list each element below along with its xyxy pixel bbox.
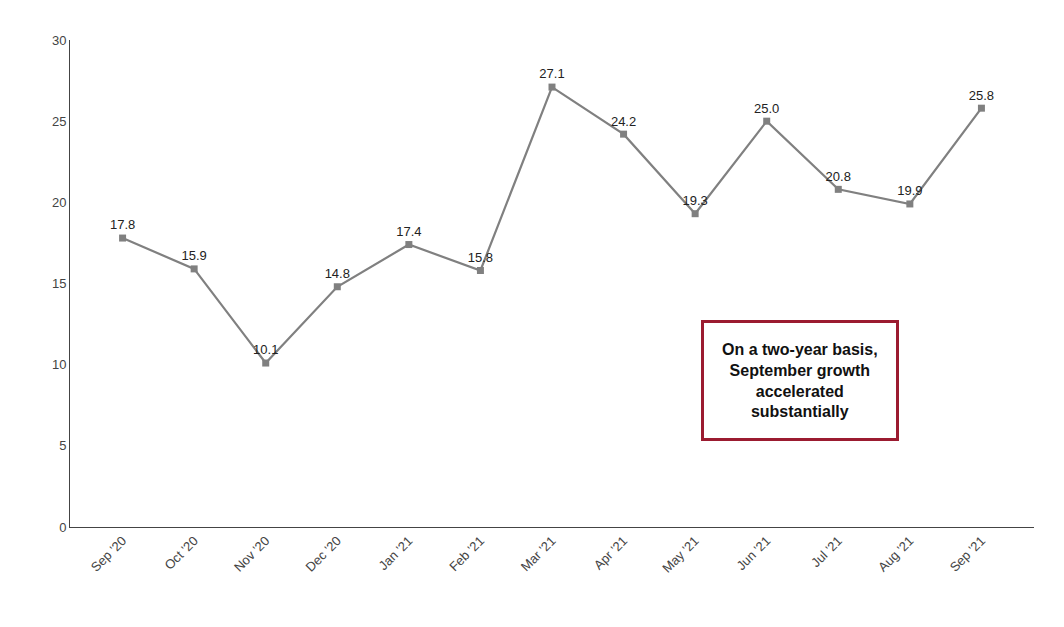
svg-text:27.1: 27.1 [539,66,564,81]
svg-text:30: 30 [52,33,66,48]
svg-text:17.8: 17.8 [110,217,135,232]
svg-text:Jul '21: Jul '21 [808,533,845,570]
svg-text:17.4: 17.4 [396,224,421,239]
svg-text:25.0: 25.0 [754,101,779,116]
svg-text:10: 10 [52,357,66,372]
svg-text:Jun '21: Jun '21 [733,533,773,573]
svg-text:Nov '20: Nov '20 [231,533,272,574]
svg-text:19.3: 19.3 [682,193,707,208]
svg-text:19.9: 19.9 [897,183,922,198]
svg-text:25: 25 [52,114,66,129]
svg-text:5: 5 [59,438,66,453]
svg-text:14.8: 14.8 [325,266,350,281]
svg-text:On a two-year basis,September: On a two-year basis,September growthacce… [722,341,878,420]
svg-text:Aug '21: Aug '21 [875,533,916,574]
svg-text:25.8: 25.8 [969,88,994,103]
svg-text:Apr '21: Apr '21 [591,533,630,572]
svg-text:Sep '21: Sep '21 [947,533,988,574]
svg-text:20: 20 [52,195,66,210]
svg-text:24.2: 24.2 [611,114,636,129]
svg-text:Feb '21: Feb '21 [446,533,487,574]
svg-text:15: 15 [52,276,66,291]
svg-text:Sep '20: Sep '20 [88,533,129,574]
svg-text:10.1: 10.1 [253,342,278,357]
svg-text:Mar '21: Mar '21 [518,533,559,574]
svg-text:Oct '20: Oct '20 [161,533,200,572]
svg-text:15.8: 15.8 [468,250,493,265]
svg-text:20.8: 20.8 [826,169,851,184]
svg-text:15.9: 15.9 [181,248,206,263]
svg-text:Dec '20: Dec '20 [303,533,344,574]
svg-text:May '21: May '21 [659,533,702,576]
svg-text:Jan '21: Jan '21 [376,533,416,573]
svg-text:0: 0 [59,520,66,535]
